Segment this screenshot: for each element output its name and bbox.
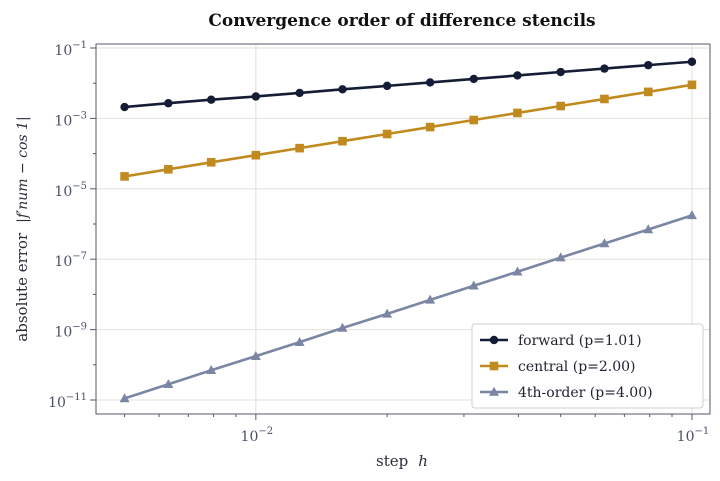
data-point	[382, 129, 392, 139]
data-point	[120, 102, 129, 112]
y-tick-label-base: 10	[54, 43, 72, 59]
data-point	[556, 101, 565, 111]
data-point	[337, 322, 348, 332]
data-point	[600, 64, 609, 73]
y-tick-label-base: 10	[54, 254, 72, 270]
y-tick-label-base: 10	[54, 113, 72, 129]
data-point	[338, 85, 347, 94]
data-point	[164, 99, 173, 108]
x-axis-label: step h	[376, 452, 428, 470]
x-axis-label-text: step	[376, 452, 408, 470]
data-point	[643, 224, 654, 234]
legend-marker	[489, 361, 499, 371]
data-point	[600, 94, 609, 104]
series-layer	[119, 57, 697, 403]
y-tick-label: 10−9	[54, 322, 87, 341]
x-tick-label: 10−2	[241, 426, 274, 445]
data-point	[687, 80, 697, 90]
plot-frame	[95, 43, 711, 415]
legend-label: forward (p=1.01)	[518, 333, 642, 349]
data-point	[119, 393, 130, 403]
y-tick-label-exponent: −9	[72, 322, 87, 333]
data-point	[206, 365, 217, 375]
data-point	[643, 87, 653, 97]
data-point	[425, 294, 436, 304]
y-tick-label-base: 10	[54, 184, 72, 200]
data-point	[382, 81, 392, 91]
legend-marker	[489, 386, 499, 396]
data-point	[556, 67, 565, 77]
y-axis-expression: |f′num − cos 1|	[15, 116, 31, 223]
legend-box	[471, 323, 704, 409]
y-tick-label-base: 10	[48, 395, 66, 411]
data-point	[163, 379, 174, 389]
series-line	[124, 83, 693, 178]
series-line	[124, 60, 693, 109]
data-point	[164, 165, 173, 174]
data-point	[644, 60, 653, 70]
data-point	[687, 57, 697, 66]
axes-ticks: 10−2 10−110−110−310−510−710−910−11	[48, 40, 709, 445]
y-tick-label-exponent: −11	[66, 392, 87, 403]
data-point	[207, 95, 216, 104]
y-axis-label-text: absolute error	[13, 232, 31, 342]
y-tick-label: 10−7	[54, 251, 87, 270]
data-point	[469, 115, 479, 125]
legend-entry: central (p=2.00)	[480, 359, 636, 375]
y-tick-label-exponent: −3	[72, 110, 87, 121]
data-point	[120, 172, 129, 181]
data-point	[686, 210, 697, 220]
data-point	[295, 88, 304, 98]
data-point	[555, 252, 566, 262]
x-tick-label: 10−1	[677, 426, 710, 445]
data-point	[425, 122, 435, 132]
legend-label: 4th-order (p=4.00)	[518, 385, 653, 401]
series-2	[120, 80, 697, 181]
legend-label: central (p=2.00)	[518, 359, 636, 375]
data-point	[512, 266, 523, 276]
data-point	[513, 71, 522, 80]
data-point	[338, 136, 347, 146]
data-point	[513, 108, 522, 118]
data-point	[206, 157, 216, 167]
y-tick-label: 10−11	[48, 392, 87, 411]
y-tick-label-exponent: −7	[72, 251, 87, 262]
x-tick-label-base: 10	[677, 429, 695, 445]
data-point	[251, 150, 261, 160]
series-line	[124, 214, 693, 400]
series-3	[119, 210, 697, 403]
legend-entry: 4th-order (p=4.00)	[480, 385, 653, 401]
y-tick-label-exponent: −1	[72, 40, 87, 51]
data-point	[425, 78, 435, 87]
y-tick-label-base: 10	[54, 325, 72, 341]
legend: forward (p=1.01) central (p=2.00) 4th-orde…	[471, 323, 704, 409]
x-tick-label-exponent: −1	[694, 426, 709, 437]
x-tick-label-exponent: −2	[258, 426, 273, 437]
y-tick-label: 10−5	[54, 181, 87, 200]
data-point	[468, 280, 479, 290]
data-point	[382, 308, 393, 318]
x-tick-label-base: 10	[241, 429, 259, 445]
series-1	[120, 57, 697, 112]
y-tick-label: 10−1	[54, 40, 87, 59]
data-point	[599, 238, 610, 248]
data-point	[294, 336, 305, 346]
y-axis-label: absolute error |f′num − cos 1|	[13, 116, 31, 341]
y-tick-label-exponent: −5	[72, 181, 87, 192]
x-axis-variable: h	[418, 452, 428, 470]
chart-title: Convergence order of difference stencils	[208, 11, 595, 31]
legend-marker	[489, 335, 499, 345]
data-point	[469, 74, 478, 84]
y-tick-label: 10−3	[54, 110, 87, 129]
grid	[96, 44, 710, 414]
data-point	[250, 350, 261, 360]
data-point	[295, 143, 304, 153]
legend-entry: forward (p=1.01)	[480, 333, 642, 349]
data-point	[251, 92, 261, 101]
